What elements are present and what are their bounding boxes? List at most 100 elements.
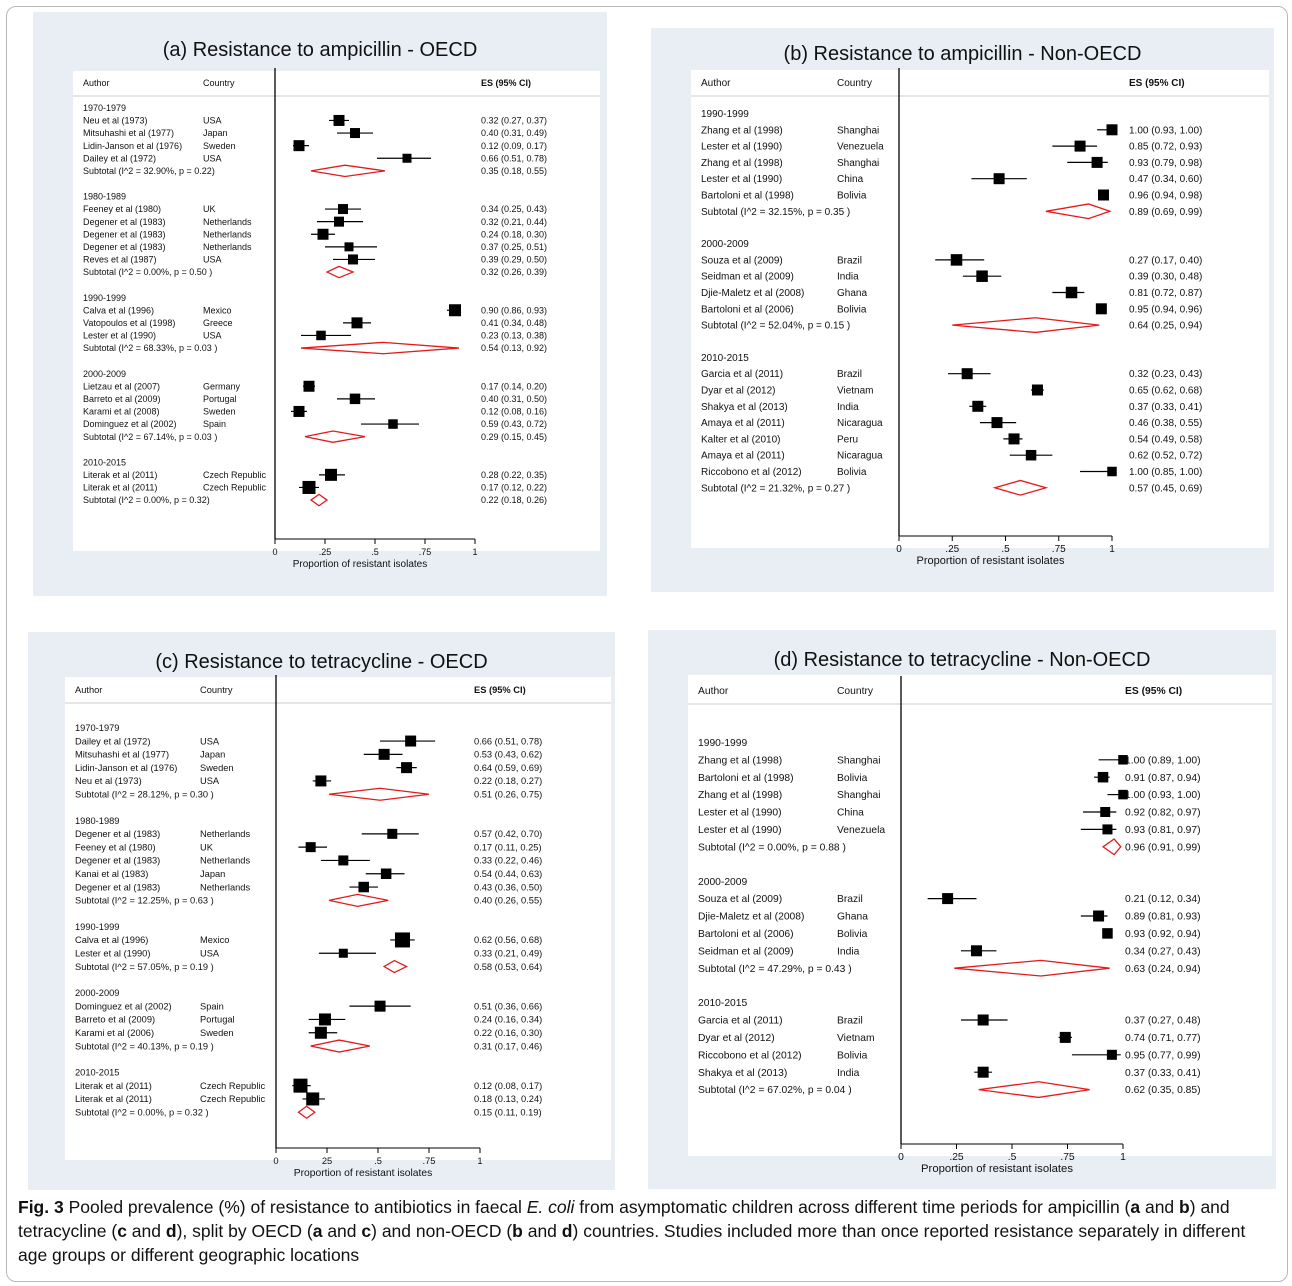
subtotal-diamond	[954, 959, 1110, 977]
subtotal-diamond	[325, 265, 355, 279]
study-marker	[972, 400, 984, 412]
caption-part: ), split by OECD (	[176, 1221, 313, 1241]
period-label: 2010-2015	[698, 998, 748, 1009]
study-marker	[976, 270, 988, 282]
study-estimate-text: 0.24 (0.16, 0.34)	[474, 1015, 542, 1025]
study-country: Czech Republic	[203, 470, 267, 480]
study-author: Lester et al (1990)	[701, 174, 782, 185]
period-label: 2000-2009	[698, 877, 748, 888]
study-author: Bartoloni et al (1998)	[701, 191, 794, 202]
study-country: USA	[200, 949, 220, 959]
caption-part: and	[1140, 1197, 1180, 1217]
study-author: Neu et al (1973)	[83, 116, 148, 126]
study-marker	[305, 842, 316, 853]
study-marker	[1118, 755, 1128, 765]
study-marker	[1100, 806, 1111, 817]
caption-part: a	[1130, 1197, 1141, 1217]
study-estimate-text: 0.62 (0.52, 0.72)	[1129, 451, 1202, 462]
study-author: Dailey et al (1972)	[83, 153, 156, 163]
study-marker	[1107, 466, 1117, 477]
study-author: Lietzau et al (2007)	[83, 381, 160, 391]
subtotal-label: Subtotal (I^2 = 67.14%, p = 0.03 )	[83, 432, 217, 442]
study-estimate-text: 0.22 (0.16, 0.30)	[474, 1028, 542, 1038]
study-author: Neu et al (1973)	[75, 776, 142, 786]
study-marker	[387, 828, 398, 839]
study-estimate-text: 0.93 (0.79, 0.98)	[1129, 158, 1202, 169]
study-marker	[388, 419, 398, 429]
study-country: Vietnam	[837, 1033, 875, 1044]
study-country: Germany	[203, 381, 241, 391]
study-estimate-text: 0.39 (0.30, 0.48)	[1129, 272, 1202, 283]
study-estimate-text: 0.91 (0.87, 0.94)	[1125, 773, 1201, 784]
subtotal-label: Subtotal (I^2 = 28.12%, p = 0.30 )	[75, 790, 214, 800]
study-estimate-text: 0.12 (0.08, 0.16)	[481, 407, 547, 417]
study-country: Shanghai	[837, 755, 881, 766]
subtotal-estimate-text: 0.29 (0.15, 0.45)	[481, 432, 547, 442]
study-estimate-text: 0.51 (0.36, 0.66)	[474, 1001, 542, 1011]
study-author: Shakya et al (2013)	[701, 402, 788, 413]
study-author: Zhang et al (1998)	[698, 755, 782, 766]
study-marker	[961, 368, 973, 380]
study-marker	[1097, 189, 1109, 201]
study-country: Ghana	[837, 912, 868, 923]
study-estimate-text: 0.24 (0.18, 0.30)	[481, 229, 547, 239]
study-country: Netherlands	[203, 242, 252, 252]
study-marker	[333, 114, 345, 126]
study-country: Greece	[203, 318, 233, 328]
study-estimate-text: 0.62 (0.56, 0.68)	[474, 935, 542, 945]
col-header-country: Country	[200, 685, 233, 695]
forest-plot-svg: (b) Resistance to ampicillin - Non-OECD A…	[691, 43, 1269, 567]
study-estimate-text: 0.47 (0.34, 0.60)	[1129, 174, 1202, 185]
subtotal-estimate-text: 0.63 (0.24, 0.94)	[1125, 964, 1201, 975]
study-country: Shanghai	[837, 158, 879, 169]
period-label: 2010-2015	[83, 457, 126, 467]
study-marker	[1106, 124, 1118, 136]
study-estimate-text: 0.32 (0.27, 0.37)	[481, 116, 547, 126]
period-label: 2000-2009	[701, 239, 749, 250]
period-label: 1990-1999	[83, 293, 126, 303]
study-marker	[1118, 789, 1128, 800]
x-tick-label: 1	[1109, 544, 1115, 555]
study-marker	[293, 405, 305, 417]
study-country: Brazil	[837, 255, 862, 266]
study-author: Zhang et al (1998)	[701, 158, 783, 169]
study-country: Spain	[203, 419, 226, 429]
study-country: China	[837, 174, 864, 185]
study-estimate-text: 0.57 (0.42, 0.70)	[474, 829, 542, 839]
col-header-author: Author	[698, 686, 729, 697]
x-tick-label: 1	[477, 1156, 482, 1166]
study-country: Bolivia	[837, 1050, 868, 1061]
study-country: Czech Republic	[200, 1081, 265, 1091]
caption-part: Pooled prevalence (%) of resistance to a…	[63, 1197, 527, 1217]
study-author: Lester et al (1990)	[83, 331, 156, 341]
plot-area	[65, 677, 611, 1160]
study-author: Feeney et al (1980)	[75, 842, 156, 852]
caption-part: d	[165, 1221, 177, 1241]
x-tick-label: .75	[419, 547, 432, 557]
forest-plot-svg: (c) Resistance to tetracycline - OECD Aut…	[65, 651, 611, 1179]
col-header-country: Country	[203, 78, 235, 88]
plot-title: (a) Resistance to ampicillin - OECD	[163, 39, 478, 61]
study-marker	[374, 1000, 386, 1012]
study-marker	[1106, 1049, 1117, 1060]
study-country: Sweden	[200, 763, 234, 773]
study-marker	[334, 216, 344, 227]
study-country: Bolivia	[837, 467, 867, 478]
study-marker	[349, 393, 361, 405]
study-estimate-text: 0.33 (0.21, 0.49)	[474, 949, 542, 959]
study-marker	[348, 254, 358, 265]
x-tick-label: .5	[371, 547, 379, 557]
study-estimate-text: 0.89 (0.81, 0.93)	[1125, 912, 1201, 923]
subtotal-label: Subtotal (I^2 = 12.25%, p = 0.63 )	[75, 896, 214, 906]
period-label: 1980-1989	[83, 192, 126, 202]
study-marker	[315, 775, 327, 787]
caption-part: c	[117, 1221, 127, 1241]
study-marker	[293, 1078, 308, 1093]
subtotal-diamond	[310, 1039, 370, 1053]
panel-c: (c) Resistance to tetracycline - OECD Aut…	[28, 632, 615, 1190]
study-author: Riccobono et al (2012)	[698, 1050, 802, 1061]
period-label: 2010-2015	[75, 1068, 119, 1078]
study-estimate-text: 0.93 (0.92, 0.94)	[1125, 929, 1201, 940]
study-estimate-text: 0.21 (0.12, 0.34)	[1125, 894, 1201, 905]
study-marker	[378, 748, 390, 760]
